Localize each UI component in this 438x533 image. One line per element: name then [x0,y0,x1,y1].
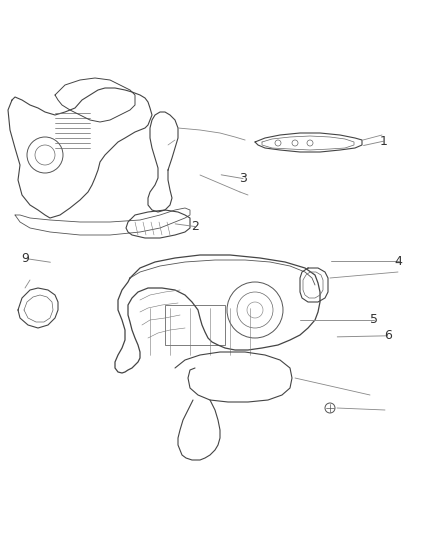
Text: 2: 2 [191,220,199,233]
Text: 6: 6 [384,329,392,342]
Text: 5: 5 [371,313,378,326]
Text: 3: 3 [239,172,247,185]
Text: 4: 4 [395,255,403,268]
Text: 9: 9 [21,252,29,265]
Bar [165,305,225,345]
Text: 1: 1 [379,135,387,148]
